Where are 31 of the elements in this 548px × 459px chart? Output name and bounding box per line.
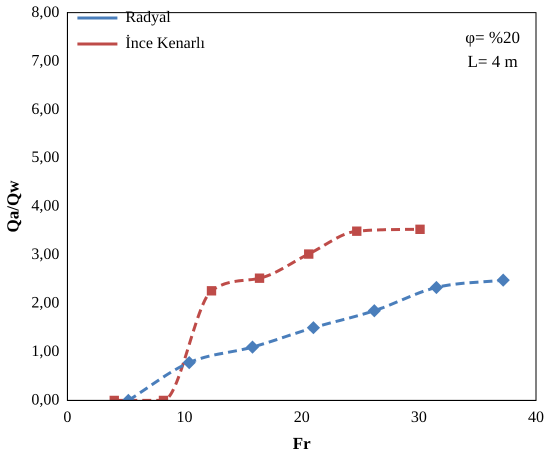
point [307, 322, 320, 334]
legend-label: İnce Kenarlı [125, 34, 206, 52]
x-tick-label: 0 [63, 409, 72, 426]
y-tick-label: 0,00 [31, 392, 60, 409]
y-tick-label: 3,00 [31, 246, 60, 264]
annotation: φ= %20 [465, 27, 520, 49]
y-tick-label: 7,00 [31, 52, 60, 70]
point [254, 274, 264, 283]
point [368, 304, 380, 317]
point [415, 224, 425, 234]
y-tick-label: 6,00 [31, 100, 60, 118]
x-tick-label: 30 [410, 409, 427, 426]
legend-label: Radyal [125, 9, 172, 26]
point [430, 281, 442, 294]
annotation: L= 4 m [466, 51, 519, 73]
point [183, 356, 196, 369]
y-tick-label: 4,00 [31, 198, 60, 215]
y-tick-label: 1,00 [31, 343, 60, 360]
point [497, 274, 510, 286]
x-axis-title: Fr [292, 434, 312, 454]
x-tick-label: 40 [528, 409, 544, 426]
point [304, 249, 314, 259]
y-tick-label: 8,00 [31, 4, 60, 21]
point [206, 286, 216, 296]
x-tick-label: 10 [176, 409, 193, 426]
x-tick-label: 20 [294, 409, 310, 426]
y-axis-title: Qa/Qw [4, 180, 23, 232]
y-tick-label: 2,00 [31, 294, 60, 312]
point [246, 341, 258, 354]
point [352, 226, 362, 236]
y-tick-label: 5,00 [31, 149, 60, 166]
